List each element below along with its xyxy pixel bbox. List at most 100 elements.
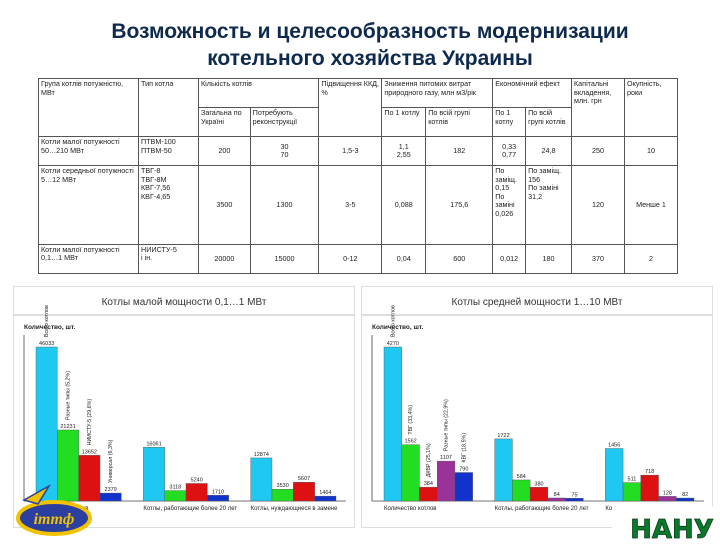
bar-value-label: 12874 <box>254 452 269 458</box>
bar <box>512 479 531 502</box>
cell-kpd: 3-5 <box>318 165 383 245</box>
bar-value-label: 718 <box>645 469 654 475</box>
bar-value-label: 1562 <box>404 439 416 445</box>
th-count: Кількість котлів <box>197 77 320 109</box>
cell-cap: 250 <box>571 136 625 167</box>
bar-value-label: 1710 <box>212 489 224 495</box>
th-type: Тип котла <box>138 77 199 138</box>
y-axis-label: Количество, шт. <box>24 324 76 331</box>
bar <box>547 497 566 502</box>
cell-e2: 24,8 <box>525 136 572 167</box>
bar-value-label: 5240 <box>191 477 203 483</box>
bar-value-label: 84 <box>554 492 560 498</box>
th-effect-per-group: По всій групі котлів <box>525 107 572 138</box>
bar-value-label: 16061 <box>146 441 161 447</box>
series-name-label: КВГ (18,5%) <box>461 433 467 463</box>
bar-value-label: 82 <box>682 492 688 498</box>
bar <box>293 482 315 502</box>
th-savings-per-group: По всій групі котлів <box>425 107 494 138</box>
bar-value-label: 380 <box>534 481 543 487</box>
cell-e2: По заміщ. 156 По заміні 31,2 <box>525 165 572 245</box>
cell-s2: 182 <box>425 136 494 167</box>
bar-value-label: 511 <box>628 477 637 483</box>
chart-panel-medium: Котлы средней мощности 1…10 МВт Количеств… <box>362 287 712 527</box>
bar <box>250 457 273 502</box>
bar-value-label: 128 <box>663 490 672 496</box>
bar <box>622 482 642 502</box>
cell-type: ПТВМ-100 ПТВМ-50 <box>138 136 199 167</box>
bar <box>565 498 584 502</box>
series-name-label: ТВГ (33,4%) <box>408 405 414 435</box>
nanu-logo: НАНУ <box>612 500 720 545</box>
cell-s2: 600 <box>425 243 494 275</box>
cell-total: 3500 <box>198 165 251 245</box>
bar-value-label: 384 <box>424 481 433 487</box>
bar-value-label: 5607 <box>298 476 310 482</box>
bar <box>271 488 294 502</box>
category-label: Котлы, работающие более 20 лет <box>143 506 237 512</box>
logo-text: НАНУ <box>630 515 714 540</box>
logo-background <box>612 506 720 540</box>
cell-type: ТВГ-8 ТВГ-8М КВГ-7,56 КВГ-4,65 <box>138 165 199 245</box>
cell-s1: 0,04 <box>381 243 427 275</box>
bar-value-label: 21231 <box>60 424 75 430</box>
cell-cap: 370 <box>571 243 625 275</box>
emblem-text: ітmф <box>34 511 75 528</box>
bar-value-label: 75 <box>571 492 577 498</box>
cell-total: 200 <box>198 136 251 167</box>
cell-group: Котли середньої потужності 5…12 МВт <box>38 165 139 245</box>
bar <box>401 444 420 502</box>
series-name-label: Универсал (6,3%) <box>108 439 114 483</box>
bar <box>529 487 549 502</box>
bar <box>436 460 456 502</box>
bar <box>78 455 101 502</box>
cell-group: Котли малої потужності 0,1…1 МВт <box>38 243 139 275</box>
y-axis-label: Количество, шт. <box>372 324 424 331</box>
bar-value-label: 1722 <box>497 433 509 439</box>
cell-total: 20000 <box>198 243 251 275</box>
series-name-label: НИИСТУ-5 (29,6%) <box>87 399 93 446</box>
series-name-label: Всего котлов <box>390 305 396 337</box>
category-label: Котлы, работающие более 20 лет <box>495 506 589 512</box>
category-label: Котлы, нуждающиеся в замене <box>251 506 338 512</box>
table-row: Котли малої потужності 50…210 МВт ПТВМ-1… <box>38 136 678 167</box>
cell-e1: 0,33 0,77 <box>492 136 527 167</box>
cell-type: НИИСТУ-5 і ін. <box>138 243 199 275</box>
bar <box>143 447 165 502</box>
series-name-label: Разные типы (5,2%) <box>66 371 72 420</box>
th-savings: Зниження питомих витрат природного газу,… <box>381 77 494 109</box>
cell-kpd: 1,5-3 <box>318 136 383 167</box>
bar-value-label: 1107 <box>440 455 452 461</box>
chart-title: Котлы средней мощности 1…10 МВт <box>452 297 623 308</box>
series-name-label: ДКВР (25,1%) <box>426 443 432 477</box>
bar-value-label: 3118 <box>169 485 181 491</box>
th-savings-per-boiler: По 1 котлу <box>381 107 427 138</box>
bar <box>494 438 513 502</box>
bar-value-label: 46033 <box>39 341 54 347</box>
bar <box>640 474 659 502</box>
emblem-oval <box>16 500 92 536</box>
bar <box>207 495 229 502</box>
bar-value-label: 4270 <box>387 341 399 347</box>
series-name-label: Разные типы (22,9%) <box>444 399 450 451</box>
bar-value-label: 13652 <box>82 449 97 455</box>
cell-pay: 10 <box>624 136 678 167</box>
table-row: Котли малої потужності 0,1…1 МВт НИИСТУ-… <box>38 243 678 275</box>
bar <box>605 448 624 502</box>
modernization-table-wrap: Група котлів потужністю, МВт Тип котла К… <box>38 77 678 275</box>
cell-pay: 2 <box>624 243 678 275</box>
table-header-row: Група котлів потужністю, МВт Тип котла К… <box>38 77 678 138</box>
ittf-emblem: ітmф <box>4 478 104 540</box>
cell-recon: 1300 <box>249 165 320 245</box>
th-reconstruct: Потребують реконструкції <box>249 107 320 138</box>
cell-pay: Менше 1 <box>624 165 678 245</box>
table-row: Котли середньої потужності 5…12 МВт ТВГ-… <box>38 165 678 245</box>
bar-value-label: 2379 <box>105 487 117 493</box>
title-line-2: котельного хозяйства Украины <box>207 47 533 70</box>
th-capital: Капітальні вкладення, млн. грн <box>571 77 625 138</box>
chart-medium-boilers: Котлы средней мощности 1…10 МВт Количеств… <box>362 297 712 512</box>
bar <box>314 495 337 502</box>
cell-group: Котли малої потужності 50…210 МВт <box>38 136 139 167</box>
th-group: Група котлів потужністю, МВт <box>38 77 139 138</box>
table-subheader-row: Загальна по Україні Потребують реконстру… <box>39 107 678 138</box>
